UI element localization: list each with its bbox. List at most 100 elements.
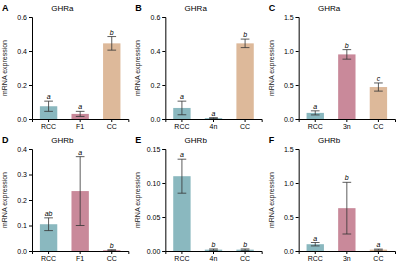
error-bar-stem xyxy=(346,50,347,60)
error-bar-stem xyxy=(48,101,49,111)
error-bar xyxy=(241,249,250,250)
panel-label: E xyxy=(135,135,141,145)
error-bar xyxy=(178,101,187,115)
axis-line xyxy=(166,252,262,255)
error-bar-cap xyxy=(374,249,383,250)
tick-label: 1.0 xyxy=(284,180,294,187)
axis-line xyxy=(33,252,129,255)
tick-label: 0.4 xyxy=(151,48,161,55)
tick-mark xyxy=(296,17,299,18)
tick-mark xyxy=(213,251,214,254)
x-axis: RCC4nCC xyxy=(166,251,262,262)
tick-label: CC xyxy=(240,123,250,130)
tick-mark xyxy=(315,251,316,254)
tick-mark xyxy=(29,200,32,201)
tick-mark xyxy=(296,51,299,52)
bar xyxy=(370,87,387,119)
tick-mark xyxy=(162,251,165,252)
tick-label: 1.0 xyxy=(284,48,294,55)
x-tick: 3n xyxy=(343,119,351,130)
y-tick: 1.5 xyxy=(284,14,299,21)
significance-label: b xyxy=(110,242,114,249)
panel: abcRCC3nCC0.00.51.01.5mRNA expressionCGH… xyxy=(268,3,396,130)
y-axis: 0.00.10.20.30.4 xyxy=(17,146,32,255)
tick-label: 0.2 xyxy=(17,82,27,89)
error-bar-cap xyxy=(342,234,351,235)
error-bar-cap xyxy=(209,117,218,118)
y-tick: 0.4 xyxy=(17,48,32,55)
tick-mark xyxy=(111,119,112,122)
panel-label: B xyxy=(135,3,142,13)
x-tick: RCC xyxy=(174,251,189,262)
error-bar xyxy=(178,159,187,193)
title: GHRa xyxy=(185,4,208,13)
tick-mark xyxy=(29,51,32,52)
error-bar-cap xyxy=(209,250,218,251)
axis-line xyxy=(29,150,33,252)
significance-label: b xyxy=(110,29,114,36)
tick-mark xyxy=(296,85,299,86)
error-bar xyxy=(76,111,85,116)
error-bar-stem xyxy=(181,159,182,193)
plot-area xyxy=(307,182,388,251)
y-tick: 0.05 xyxy=(147,214,166,221)
error-bar xyxy=(241,39,250,48)
y-tick: 0.2 xyxy=(151,82,166,89)
error-bar-stem xyxy=(111,37,112,51)
y-tick: 0.15 xyxy=(147,146,166,153)
tick-label: 0.10 xyxy=(147,180,161,187)
x-tick: 4n xyxy=(210,251,218,262)
tick-label: F1 xyxy=(76,255,84,262)
y-tick: 0.10 xyxy=(147,180,166,187)
y-tick: 0.6 xyxy=(151,14,166,21)
tick-label: 1.5 xyxy=(284,14,294,21)
error-bar-cap xyxy=(76,111,85,112)
y-tick: 0.6 xyxy=(17,14,32,21)
x-axis: RCC4nCC xyxy=(166,119,262,130)
tick-label: 0.6 xyxy=(17,14,27,21)
x-axis: RCC3nCC xyxy=(299,119,395,130)
y-axis: 0.00.51.01.5 xyxy=(284,14,299,123)
error-bar-cap xyxy=(209,248,218,249)
tick-mark xyxy=(162,17,165,18)
tick-label: 0.00 xyxy=(147,248,161,255)
y-tick: 0.0 xyxy=(17,248,32,255)
y-tick: 0.0 xyxy=(284,248,299,255)
tick-mark xyxy=(29,85,32,86)
y-axis-title: mRNA expression xyxy=(134,40,142,96)
figure: aabRCCF1CC0.00.20.40.6mRNA expressionAGH… xyxy=(0,0,400,264)
error-bar xyxy=(342,50,351,60)
significance-label: a xyxy=(376,241,380,248)
tick-mark xyxy=(29,175,32,176)
bar xyxy=(103,43,120,119)
significance-label: b xyxy=(243,241,247,248)
tick-label: 0.4 xyxy=(17,146,27,153)
tick-label: F1 xyxy=(76,123,84,130)
axis-line xyxy=(29,18,33,120)
tick-mark xyxy=(111,251,112,254)
y-axis-title: mRNA expression xyxy=(1,40,9,96)
tick-label: 0.1 xyxy=(17,222,27,229)
tick-mark xyxy=(48,119,49,122)
error-bar-cap xyxy=(44,111,53,112)
x-tick: RCC xyxy=(308,119,323,130)
error-bar-stem xyxy=(80,111,81,116)
error-bar xyxy=(311,111,320,115)
tick-mark xyxy=(378,251,379,254)
tick-label: 4n xyxy=(210,255,218,262)
tick-label: RCC xyxy=(308,123,323,130)
axis-line xyxy=(299,252,395,255)
tick-mark xyxy=(29,226,32,227)
y-tick: 1.0 xyxy=(284,180,299,187)
error-bar-stem xyxy=(378,83,379,91)
error-bar-stem xyxy=(245,39,246,48)
error-bar xyxy=(311,243,320,246)
tick-mark xyxy=(213,119,214,122)
tick-mark xyxy=(181,119,182,122)
tick-label: 0.5 xyxy=(284,214,294,221)
tick-label: 0.2 xyxy=(151,82,161,89)
bar xyxy=(370,250,387,251)
y-tick: 0.00 xyxy=(147,248,166,255)
error-bar-cap xyxy=(178,159,187,160)
y-axis: 0.00 0.05 0.10 0.15 xyxy=(147,146,166,255)
